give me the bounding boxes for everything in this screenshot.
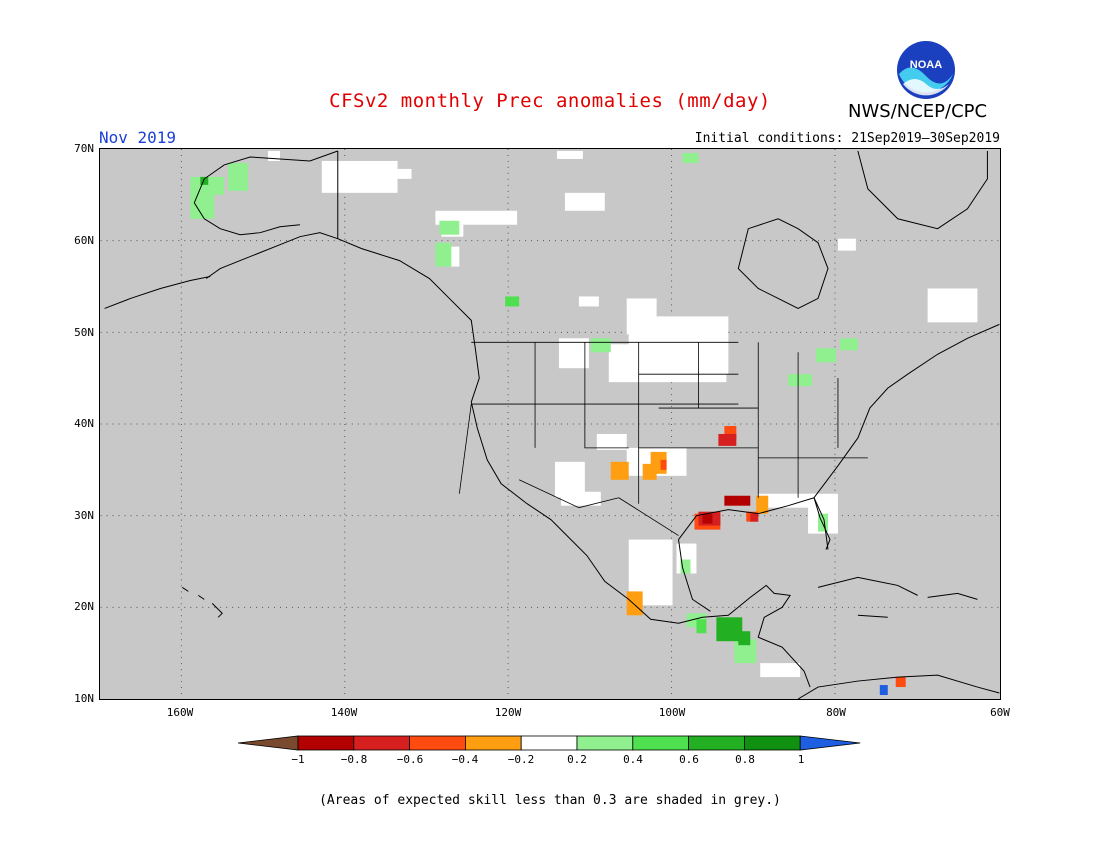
legend-tick: −0.8 — [340, 753, 368, 766]
anomaly-map — [99, 148, 1001, 700]
legend-swatch — [632, 735, 689, 751]
map-title: CFSv2 monthly Prec anomalies (mm/day) — [329, 90, 771, 112]
legend-tick: −0.2 — [507, 753, 535, 766]
legend-swatch — [297, 735, 355, 751]
organization-label: NWS/NCEP/CPC — [848, 101, 988, 122]
legend-swatch — [688, 735, 745, 751]
legend-swatch — [409, 735, 466, 751]
lat-label-10n: 10N — [74, 692, 94, 705]
legend-swatches — [238, 735, 861, 751]
legend-swatch — [576, 735, 634, 751]
lat-label-30n: 30N — [74, 509, 94, 522]
logo-text: NOAA — [910, 59, 942, 71]
state-borders — [458, 341, 868, 536]
lat-label-60n: 60N — [74, 234, 94, 247]
lon-label-160w: 160W — [166, 706, 194, 719]
skill-note: (Areas of expected skill less than 0.3 a… — [319, 793, 781, 808]
orange-cells — [610, 451, 769, 616]
lat-label-50n: 50N — [74, 326, 94, 339]
legend-tick: −1 — [291, 753, 305, 766]
blue-cells — [879, 685, 888, 696]
legend-swatch — [353, 735, 411, 751]
lat-label-70n: 70N — [74, 142, 94, 155]
medium-green-cells — [200, 176, 751, 646]
legend-swatch — [743, 735, 801, 751]
dark-red-cells — [702, 495, 751, 524]
legend-tick: 1 — [797, 753, 805, 766]
color-legend — [238, 735, 861, 751]
forecast-month: Nov 2019 — [99, 128, 177, 147]
legend-swatch — [520, 735, 578, 751]
legend-swatch — [799, 735, 861, 751]
legend-swatch — [464, 735, 522, 751]
near-normal-cells — [268, 150, 978, 678]
initial-conditions: Initial conditions: 21Sep2019–30Sep2019 — [694, 131, 1000, 146]
coastlines — [104, 150, 1000, 699]
legend-tick: 0.8 — [735, 753, 755, 766]
legend-tick: −0.4 — [451, 753, 479, 766]
lon-label-80w: 80W — [826, 706, 846, 719]
green-cells — [505, 296, 707, 634]
lon-label-120w: 120W — [494, 706, 522, 719]
lon-label-60w: 60W — [990, 706, 1010, 719]
legend-tick: 0.4 — [623, 753, 643, 766]
legend-tick: 0.6 — [679, 753, 699, 766]
graticule — [100, 149, 1000, 699]
lon-label-140w: 140W — [330, 706, 358, 719]
legend-swatch — [238, 735, 299, 751]
light-green-cells — [190, 152, 858, 664]
lon-label-100w: 100W — [658, 706, 686, 719]
legend-tick: −0.6 — [396, 753, 424, 766]
lat-label-40n: 40N — [74, 417, 94, 430]
legend-tick: 0.2 — [567, 753, 587, 766]
noaa-logo-icon: NOAA — [897, 41, 955, 99]
lat-label-20n: 20N — [74, 600, 94, 613]
